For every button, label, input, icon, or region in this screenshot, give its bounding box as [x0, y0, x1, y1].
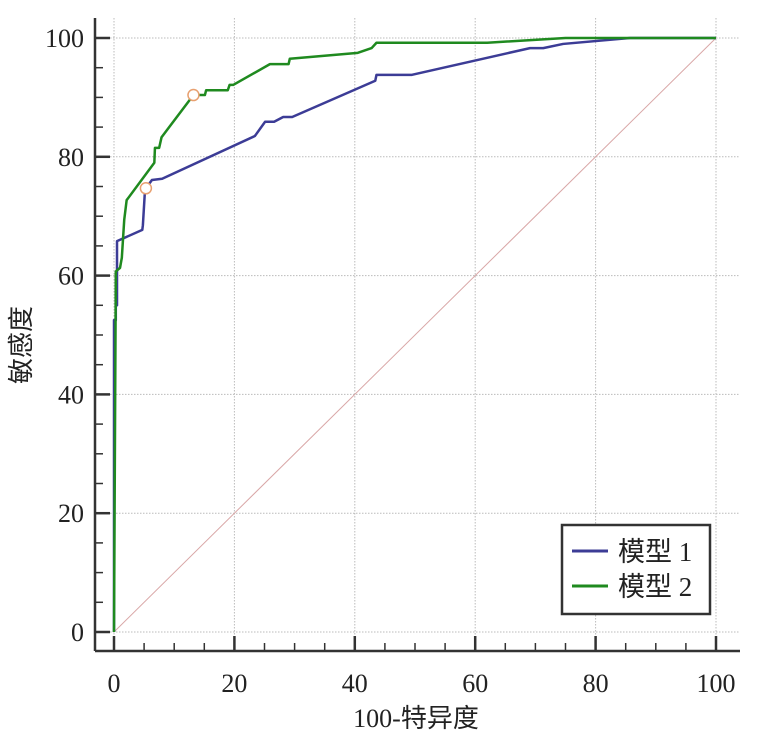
legend: 模型 1 模型 2 [560, 523, 712, 616]
x-tick-label: 20 [221, 669, 247, 698]
x-axis-label: 100-特异度 [353, 704, 479, 733]
y-tick-label: 0 [71, 618, 84, 647]
reference-line [113, 37, 717, 633]
y-tick-label: 60 [58, 262, 84, 291]
optimal-cutoff-marker-model-1 [139, 182, 153, 195]
legend-label-1: 模型 1 [618, 537, 692, 567]
grid [95, 18, 740, 651]
x-tick-labels: 0 20 40 60 80 100 [108, 669, 736, 698]
optimal-cutoff-marker-model-2 [187, 88, 200, 102]
legend-box [560, 523, 712, 616]
y-tick-labels: 0 20 40 60 80 100 [45, 24, 84, 647]
x-tick-label: 80 [583, 669, 609, 698]
axes [93, 18, 740, 653]
y-tick-label: 20 [58, 499, 84, 528]
series-line-model-1 [112, 36, 716, 632]
y-tick-label: 100 [45, 24, 84, 53]
x-tick-label: 60 [462, 669, 488, 698]
x-tick-label: 100 [697, 669, 736, 698]
y-axis-label: 敏感度 [7, 306, 36, 384]
series-line-model-2 [112, 36, 716, 633]
y-tick-label: 80 [58, 143, 84, 172]
y-tick-label: 40 [58, 380, 84, 409]
series-group [112, 36, 716, 633]
x-tick-label: 0 [108, 669, 121, 698]
x-tick-label: 40 [342, 669, 368, 698]
legend-label-2: 模型 2 [618, 572, 692, 602]
